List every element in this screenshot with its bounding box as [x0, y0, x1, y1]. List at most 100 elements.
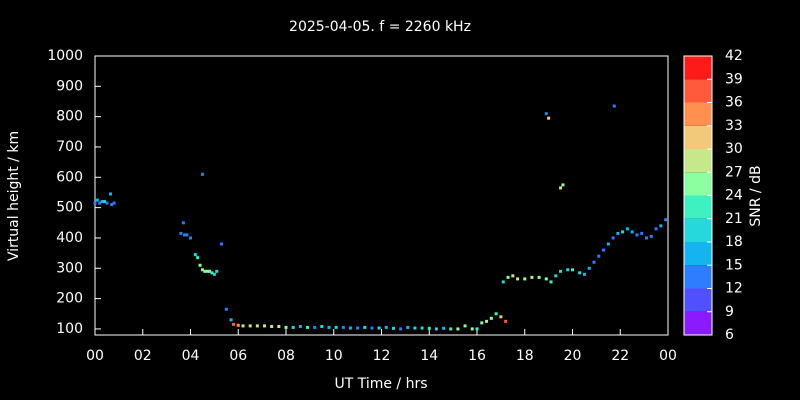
data-point	[489, 316, 493, 320]
data-point	[181, 221, 185, 225]
colorbar-bin	[684, 311, 712, 335]
y-tick-label: 300	[56, 260, 83, 276]
data-point	[420, 326, 424, 330]
x-tick-label: 18	[516, 348, 534, 364]
data-point	[554, 274, 558, 278]
data-point	[399, 327, 403, 331]
colorbar-bin	[684, 79, 712, 103]
colorbar-bin	[684, 288, 712, 312]
data-point	[109, 192, 113, 196]
data-point	[664, 218, 668, 222]
data-point	[370, 326, 374, 330]
x-tick-label: 04	[182, 348, 200, 364]
data-point	[582, 272, 586, 276]
data-point	[659, 224, 663, 228]
data-point	[485, 319, 489, 323]
data-point	[231, 322, 235, 326]
colorbar-tick-label: 33	[725, 118, 743, 134]
data-point	[612, 104, 616, 108]
data-point	[616, 231, 620, 235]
data-point	[499, 315, 503, 319]
data-point	[537, 275, 541, 279]
data-point	[544, 277, 548, 281]
data-point	[470, 327, 474, 331]
data-point	[442, 326, 446, 330]
colorbar-tick-label: 39	[725, 71, 743, 87]
colorbar-tick-label: 27	[725, 164, 743, 180]
data-point	[193, 253, 197, 257]
data-point	[298, 325, 302, 329]
data-point	[640, 231, 644, 235]
colorbar-bin	[684, 56, 712, 80]
data-point	[179, 231, 183, 235]
data-point	[291, 325, 295, 329]
data-point	[183, 233, 187, 237]
data-point	[449, 327, 453, 331]
colorbar-bin	[684, 195, 712, 219]
data-point	[597, 254, 601, 258]
data-point	[100, 200, 104, 204]
colorbar-label: SNR / dB	[748, 165, 764, 226]
data-point	[363, 325, 367, 329]
data-point	[208, 269, 212, 273]
x-tick-label: 00	[659, 348, 677, 364]
data-point	[105, 201, 109, 205]
data-point	[229, 318, 233, 322]
colorbar-bin	[684, 242, 712, 266]
data-point	[98, 201, 102, 205]
x-tick-label: 22	[611, 348, 629, 364]
colorbar-tick-label: 15	[725, 257, 743, 273]
data-point	[406, 325, 410, 329]
data-point	[348, 326, 352, 330]
data-point	[547, 116, 551, 120]
data-point	[391, 326, 395, 330]
data-point	[327, 325, 331, 329]
data-point	[241, 324, 245, 328]
data-point	[504, 319, 508, 323]
data-point	[544, 112, 548, 116]
data-point	[224, 307, 228, 311]
data-point	[494, 312, 498, 316]
data-point	[200, 268, 204, 272]
colorbar-bin	[684, 102, 712, 126]
y-tick-label: 900	[56, 78, 83, 94]
x-axis-label: UT Time / hrs	[334, 376, 427, 392]
data-point	[205, 269, 209, 273]
data-point	[248, 324, 252, 328]
data-point	[103, 200, 107, 204]
data-point	[384, 325, 388, 329]
y-tick-label: 200	[56, 291, 83, 307]
data-point	[196, 256, 200, 260]
colorbar-tick-label: 36	[725, 95, 743, 111]
data-point	[110, 203, 114, 207]
data-point	[277, 325, 281, 329]
data-point	[635, 233, 639, 237]
data-point	[611, 236, 615, 240]
x-tick-label: 16	[468, 348, 486, 364]
colorbar-tick-label: 9	[725, 304, 734, 320]
data-point	[654, 227, 658, 231]
data-point	[334, 325, 338, 329]
data-point	[463, 324, 467, 328]
colorbar-tick-label: 6	[725, 327, 734, 343]
data-point	[255, 324, 259, 328]
data-point	[501, 280, 505, 284]
data-point	[320, 325, 324, 329]
data-point	[511, 274, 515, 278]
data-point	[630, 230, 634, 234]
x-tick-label: 14	[420, 348, 438, 364]
x-tick-label: 20	[564, 348, 582, 364]
x-tick-label: 12	[373, 348, 391, 364]
y-tick-label: 500	[56, 200, 83, 216]
data-point	[645, 236, 649, 240]
data-point	[649, 234, 653, 238]
data-point	[284, 325, 288, 329]
data-point	[559, 269, 563, 273]
data-point	[270, 325, 274, 329]
colorbar-tick-label: 21	[725, 211, 743, 227]
colorbar-tick-label: 12	[725, 281, 743, 297]
data-point	[592, 260, 596, 264]
data-point	[559, 186, 563, 190]
data-point	[506, 275, 510, 279]
